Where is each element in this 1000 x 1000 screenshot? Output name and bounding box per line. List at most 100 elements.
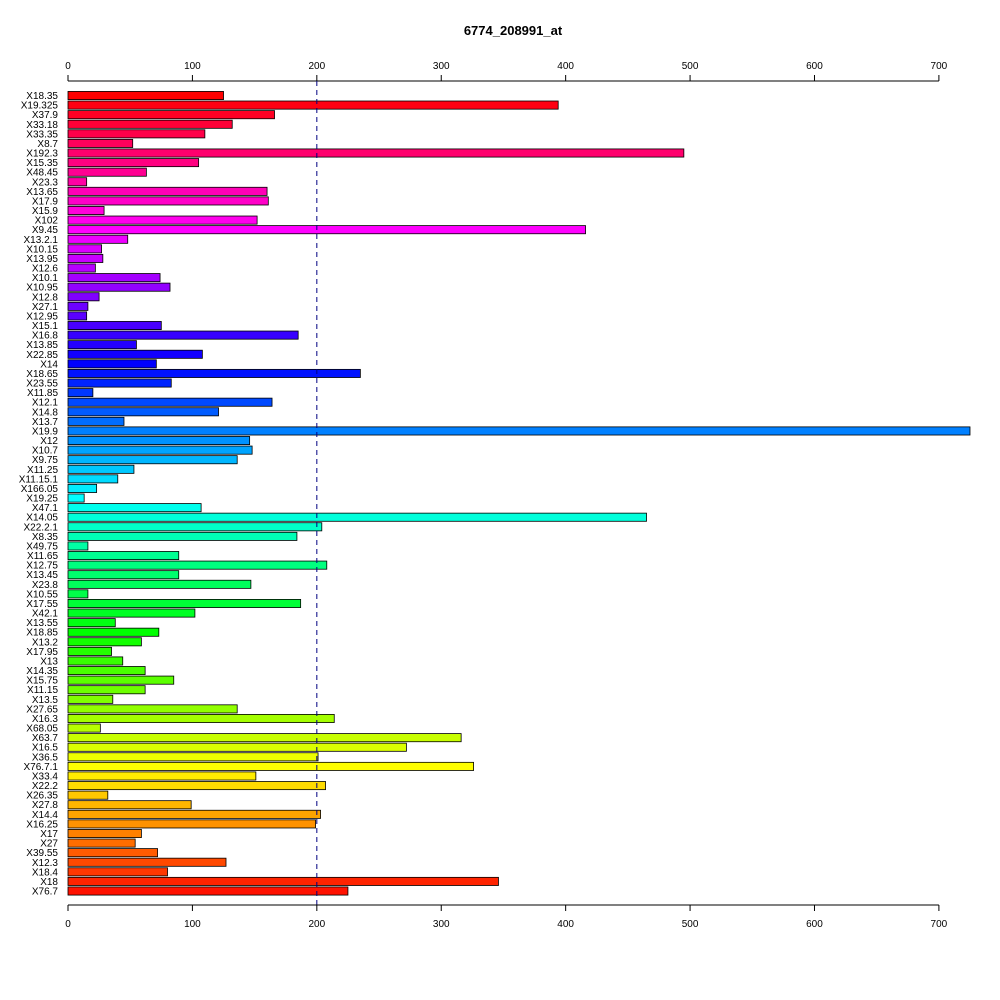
category-label: X8.35 xyxy=(32,532,59,543)
category-label: X17.9 xyxy=(32,196,59,207)
category-label: X26.35 xyxy=(26,791,58,802)
bar xyxy=(67,388,94,398)
category-label: X13.85 xyxy=(26,340,58,351)
category-label: X13.45 xyxy=(26,570,58,581)
bar xyxy=(67,215,258,225)
category-label: X13.95 xyxy=(26,254,58,265)
category-label: X10.7 xyxy=(32,446,59,457)
bar xyxy=(67,138,134,148)
bar xyxy=(67,167,147,177)
x-tick-label: 700 xyxy=(931,61,948,72)
bar xyxy=(67,819,316,829)
category-label: X22.85 xyxy=(26,350,58,361)
category-label: X16.25 xyxy=(26,819,58,830)
category-label: X13.65 xyxy=(26,187,58,198)
bar xyxy=(67,579,252,589)
category-label: X18.65 xyxy=(26,369,58,380)
category-label: X14 xyxy=(40,359,58,370)
category-label: X10.1 xyxy=(32,273,59,284)
x-tick-label: 100 xyxy=(184,61,201,72)
bar xyxy=(67,618,116,628)
bar xyxy=(67,148,685,158)
bar xyxy=(67,608,196,618)
category-label: X23.3 xyxy=(32,177,59,188)
category-label: X17.55 xyxy=(26,599,58,610)
bar xyxy=(67,809,321,819)
category-label: X27.65 xyxy=(26,704,58,715)
category-label: X19.25 xyxy=(26,494,58,505)
bar xyxy=(67,177,88,187)
bottom-axis: 0 100 200 300 400 500 600 700 xyxy=(65,904,948,930)
bar xyxy=(67,474,119,484)
x-tick-label: 500 xyxy=(682,61,699,72)
category-label: X33.18 xyxy=(26,120,58,131)
category-label: X11.25 xyxy=(27,465,58,476)
category-label: X12.1 xyxy=(32,398,59,409)
category-label: X11.15.1 xyxy=(19,474,59,485)
category-label: X12.6 xyxy=(32,264,59,275)
bar xyxy=(67,292,100,302)
bar xyxy=(67,91,224,100)
bar xyxy=(67,723,101,733)
category-label: X27 xyxy=(40,839,58,850)
bar xyxy=(67,426,971,436)
category-label: X14.8 xyxy=(32,407,59,418)
bar xyxy=(67,531,298,541)
bar xyxy=(67,829,142,838)
bar xyxy=(67,455,238,465)
category-label: X12.3 xyxy=(32,858,59,869)
bar xyxy=(67,186,268,196)
bar xyxy=(67,742,407,752)
bar xyxy=(67,416,125,426)
category-label: X23.8 xyxy=(32,580,59,591)
category-label: X36.5 xyxy=(32,752,59,763)
category-label: X19.325 xyxy=(21,101,59,112)
category-label: X12 xyxy=(40,436,58,447)
bar xyxy=(67,493,85,503)
bar xyxy=(67,483,98,493)
category-label: X47.1 xyxy=(32,503,59,514)
bar xyxy=(67,876,499,886)
category-label: X166.05 xyxy=(21,484,59,495)
category-label: X14.05 xyxy=(26,513,58,524)
bar xyxy=(67,321,162,331)
category-label: X10.15 xyxy=(26,244,58,255)
bar xyxy=(67,282,171,292)
x-tick-label: 600 xyxy=(806,919,823,930)
category-label: X76.7.1 xyxy=(24,762,59,773)
bar xyxy=(67,253,104,263)
category-label: X13.5 xyxy=(32,695,59,706)
bar xyxy=(67,234,129,244)
bar xyxy=(67,675,175,685)
category-label: X18 xyxy=(40,877,58,888)
x-tick-label: 200 xyxy=(308,919,325,930)
bar xyxy=(67,206,105,215)
category-label: X14.35 xyxy=(26,666,58,677)
category-label: X49.75 xyxy=(26,541,58,552)
category-label: X8.7 xyxy=(37,139,58,150)
x-tick-label: 400 xyxy=(557,919,574,930)
x-tick-label: 300 xyxy=(433,919,450,930)
bar xyxy=(67,646,112,656)
bar xyxy=(67,666,146,676)
category-label: X14.4 xyxy=(32,810,59,821)
category-labels: X18.35X19.325X37.9X33.18X33.35X8.7X192.3… xyxy=(19,91,59,898)
x-tick-label: 300 xyxy=(433,61,450,72)
x-tick-label: 100 xyxy=(184,919,201,930)
bar xyxy=(67,368,361,378)
category-label: X17.95 xyxy=(26,647,58,658)
x-tick-label: 700 xyxy=(931,919,948,930)
category-label: X22.2 xyxy=(32,781,59,792)
bar xyxy=(67,340,137,350)
bar xyxy=(67,838,136,848)
bar xyxy=(67,436,251,446)
category-label: X15.75 xyxy=(26,676,58,687)
bar xyxy=(67,522,323,532)
bar xyxy=(67,263,96,273)
bar xyxy=(67,781,326,791)
bar xyxy=(67,790,109,800)
bar xyxy=(67,503,202,513)
bar xyxy=(67,273,161,283)
category-label: X17 xyxy=(40,829,58,840)
